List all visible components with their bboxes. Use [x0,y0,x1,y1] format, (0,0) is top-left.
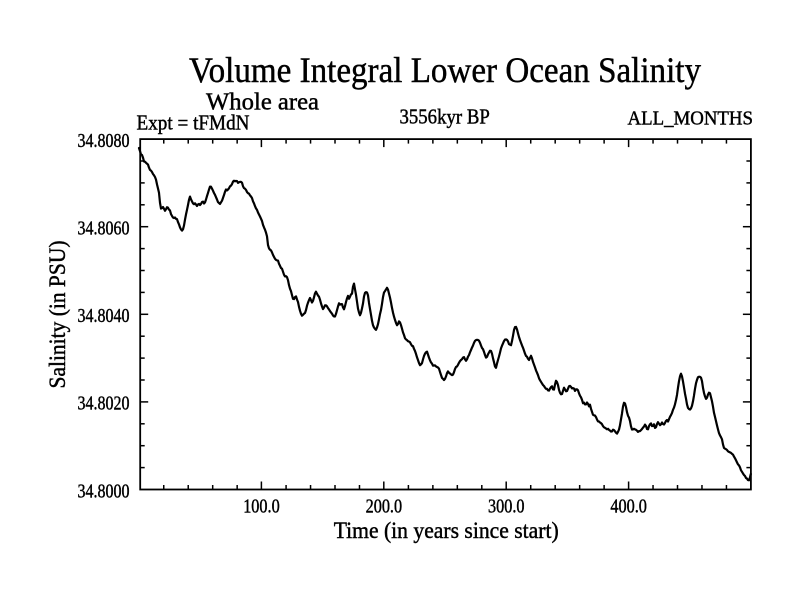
svg-text:Volume Integral Lower Ocean Sa: Volume Integral Lower Ocean Salinity [189,50,701,90]
svg-text:34.8000: 34.8000 [78,480,130,502]
svg-text:100.0: 100.0 [243,496,280,518]
svg-text:Salinity (in PSU): Salinity (in PSU) [45,241,70,389]
svg-text:34.8080: 34.8080 [78,130,130,152]
svg-text:400.0: 400.0 [610,496,647,518]
svg-text:34.8020: 34.8020 [78,393,130,415]
svg-text:Whole area: Whole area [206,90,319,116]
svg-text:Time (in years since start): Time (in years since start) [334,518,559,543]
svg-text:300.0: 300.0 [488,496,525,518]
svg-text:34.8040: 34.8040 [78,305,130,327]
svg-text:200.0: 200.0 [366,496,403,518]
svg-text:34.8060: 34.8060 [78,218,130,240]
svg-text:3556kyr BP: 3556kyr BP [400,105,490,129]
svg-text:Expt = tFMdN: Expt = tFMdN [137,111,250,135]
svg-text:ALL_MONTHS: ALL_MONTHS [628,108,754,130]
